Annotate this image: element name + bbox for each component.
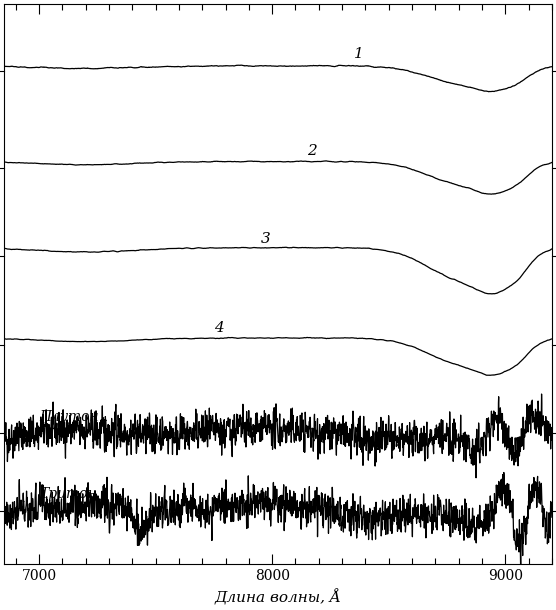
Text: 3: 3 [261, 232, 270, 246]
Text: 4: 4 [214, 321, 224, 335]
Text: 1: 1 [354, 47, 364, 60]
X-axis label: Длина волны, Å: Длина волны, Å [215, 589, 341, 606]
Text: 2: 2 [307, 143, 317, 157]
Text: Плутон: Плутон [39, 409, 99, 423]
Text: Тритон: Тритон [39, 487, 97, 501]
